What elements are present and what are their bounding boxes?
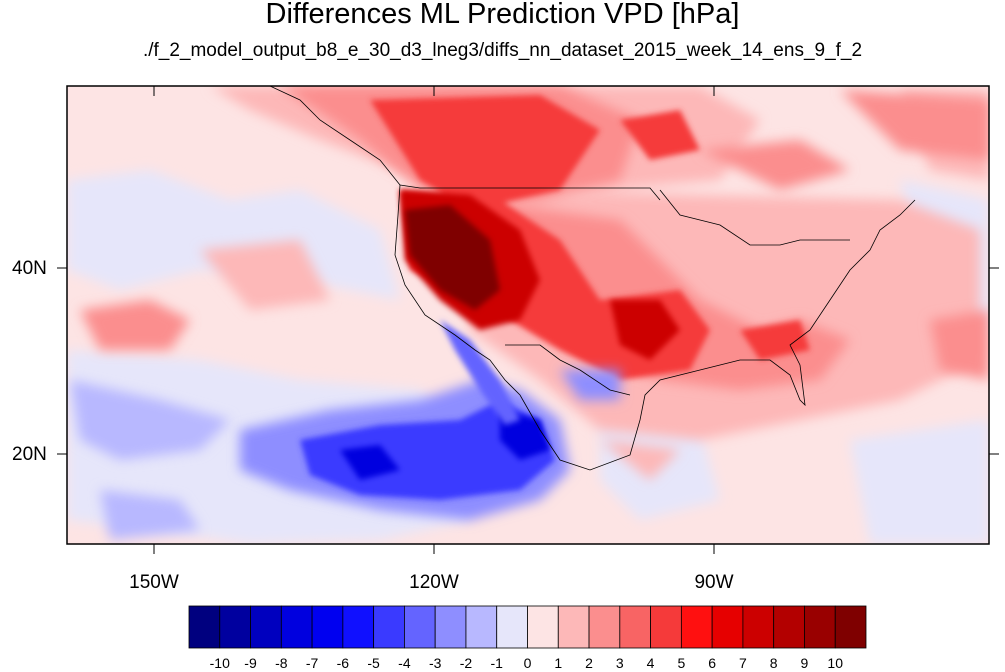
map-frame (66, 85, 990, 545)
colorbar-tick-label: 6 (708, 655, 717, 671)
colorbar-box (342, 605, 375, 649)
colorbar-box (250, 605, 282, 649)
colorbar-tick-label: 10 (827, 655, 843, 671)
colorbar-tick-label: -2 (459, 655, 473, 671)
colorbar-box (588, 605, 621, 649)
colorbar-tick-label: 7 (739, 655, 747, 671)
colorbar-box (311, 605, 344, 649)
colorbar-tick-label: 9 (800, 655, 809, 671)
lon-label-90w: 90W (694, 572, 734, 593)
colorbar-tick-label: -9 (244, 655, 257, 671)
lat-label-40n: 40N (12, 258, 47, 279)
colorbar-box (742, 605, 775, 649)
coastlines (269, 86, 916, 471)
colorbar-box (834, 605, 867, 649)
lon-label-150w: 150W (129, 572, 179, 593)
colorbar-tick-label: -10 (209, 655, 230, 671)
colorbar-box (373, 605, 405, 649)
colorbar-tick-label: -4 (398, 655, 411, 671)
colorbar-tick-label: 0 (523, 655, 532, 671)
colorbar-tick-label: -6 (336, 655, 350, 671)
chart-title: Differences ML Prediction VPD [hPa] (265, 0, 740, 30)
colorbar-box (527, 605, 559, 649)
colorbar-tick-label: -3 (428, 655, 442, 671)
colorbar-tick-label: 8 (769, 655, 778, 671)
axis-ticks (57, 86, 999, 554)
difference-field (67, 86, 989, 544)
colorbar-tick-label: -7 (305, 655, 319, 671)
chart-subtitle: ./f_2_model_output_b8_e_30_d3_lneg3/diff… (142, 40, 863, 61)
lon-label-120w: 120W (409, 572, 459, 593)
colorbar-box (188, 605, 221, 649)
colorbar-tick-label: 1 (554, 655, 563, 671)
colorbar-box (773, 605, 805, 649)
colorbar-box (219, 605, 251, 649)
colorbar-tick-label: 5 (677, 655, 686, 671)
colorbar-box (680, 605, 713, 649)
colorbar (188, 605, 867, 649)
colorbar-box (496, 605, 528, 649)
lat-label-20n: 20N (12, 444, 47, 465)
colorbar-box (711, 605, 744, 649)
colorbar-box (619, 605, 651, 649)
colorbar-tick-label: -1 (490, 655, 503, 671)
colorbar-tick-label: 2 (585, 655, 593, 671)
colorbar-box (404, 605, 436, 649)
colorbar-box (650, 605, 682, 649)
colorbar-box (434, 605, 467, 649)
colorbar-box (804, 605, 836, 649)
colorbar-box (465, 605, 498, 649)
colorbar-tick-label: -8 (275, 655, 288, 671)
colorbar-box (280, 605, 313, 649)
colorbar-tick-label: 4 (646, 655, 655, 671)
colorbar-tick-label: -5 (367, 655, 380, 671)
colorbar-box (557, 605, 590, 649)
colorbar-tick-label: 3 (615, 655, 624, 671)
